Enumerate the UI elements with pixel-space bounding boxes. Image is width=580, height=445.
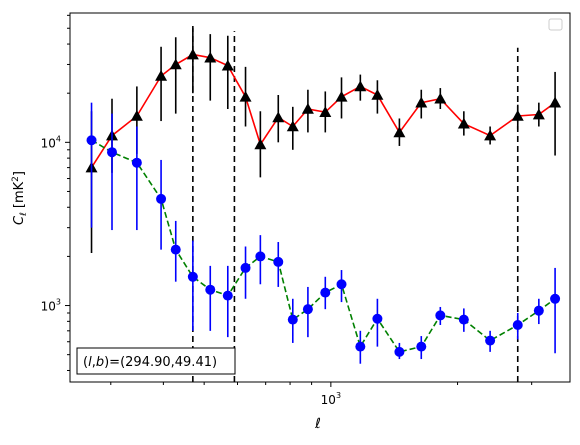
data-point	[485, 335, 496, 346]
data-point	[457, 117, 470, 129]
series-layer	[85, 28, 562, 364]
y-tick-label: 103	[41, 298, 61, 314]
data-point	[335, 90, 348, 102]
data-point	[302, 304, 313, 315]
data-point	[458, 314, 469, 325]
data-point	[286, 120, 299, 132]
y-axis-label: Cℓ [mK2]	[11, 171, 29, 225]
data-point	[156, 193, 167, 204]
data-point	[435, 310, 446, 321]
data-point	[355, 341, 366, 352]
data-point	[186, 48, 199, 60]
annotation-box: (l,b)=(294.90,49.41)	[76, 347, 236, 375]
data-point	[169, 58, 182, 70]
data-point	[484, 129, 497, 141]
data-point	[371, 88, 384, 100]
data-point	[319, 106, 332, 117]
data-point	[187, 271, 198, 282]
data-point	[204, 51, 217, 63]
data-point	[221, 59, 234, 71]
data-point	[416, 341, 427, 352]
data-point	[549, 96, 562, 108]
vertical-lines	[192, 25, 519, 382]
data-point	[205, 284, 216, 295]
data-point	[532, 108, 545, 120]
legend-box	[548, 18, 563, 31]
data-point	[354, 80, 367, 92]
data-point	[272, 111, 285, 123]
data-point	[239, 90, 252, 102]
data-point	[255, 251, 266, 262]
data-point	[86, 135, 97, 146]
x-axis-label: ℓ	[314, 416, 321, 432]
data-point	[131, 157, 142, 168]
data-point	[372, 313, 383, 324]
data-point	[170, 244, 181, 255]
data-point	[336, 279, 347, 290]
x-tick-label: 103	[321, 391, 341, 407]
data-point	[130, 109, 143, 121]
data-point	[394, 346, 405, 357]
data-point	[155, 69, 168, 81]
series-1	[85, 28, 562, 253]
data-point	[240, 262, 251, 273]
data-point	[511, 109, 524, 121]
data-point	[550, 293, 561, 304]
annotation-text: (l,b)=(294.90,49.41)	[83, 355, 217, 370]
data-point	[301, 103, 314, 114]
data-point	[273, 256, 284, 267]
data-point	[107, 147, 118, 158]
data-point	[533, 305, 544, 316]
data-point	[222, 290, 233, 301]
axes-layer: 103 103 104	[41, 14, 533, 407]
data-point	[320, 287, 331, 298]
data-point	[254, 138, 267, 150]
data-point	[512, 319, 523, 330]
data-point	[434, 92, 447, 104]
series-2	[86, 102, 561, 364]
data-point	[393, 126, 406, 138]
data-point	[415, 96, 428, 108]
plot-frame	[69, 12, 571, 383]
y-tick-label: 104	[41, 134, 61, 150]
data-point	[287, 314, 298, 325]
